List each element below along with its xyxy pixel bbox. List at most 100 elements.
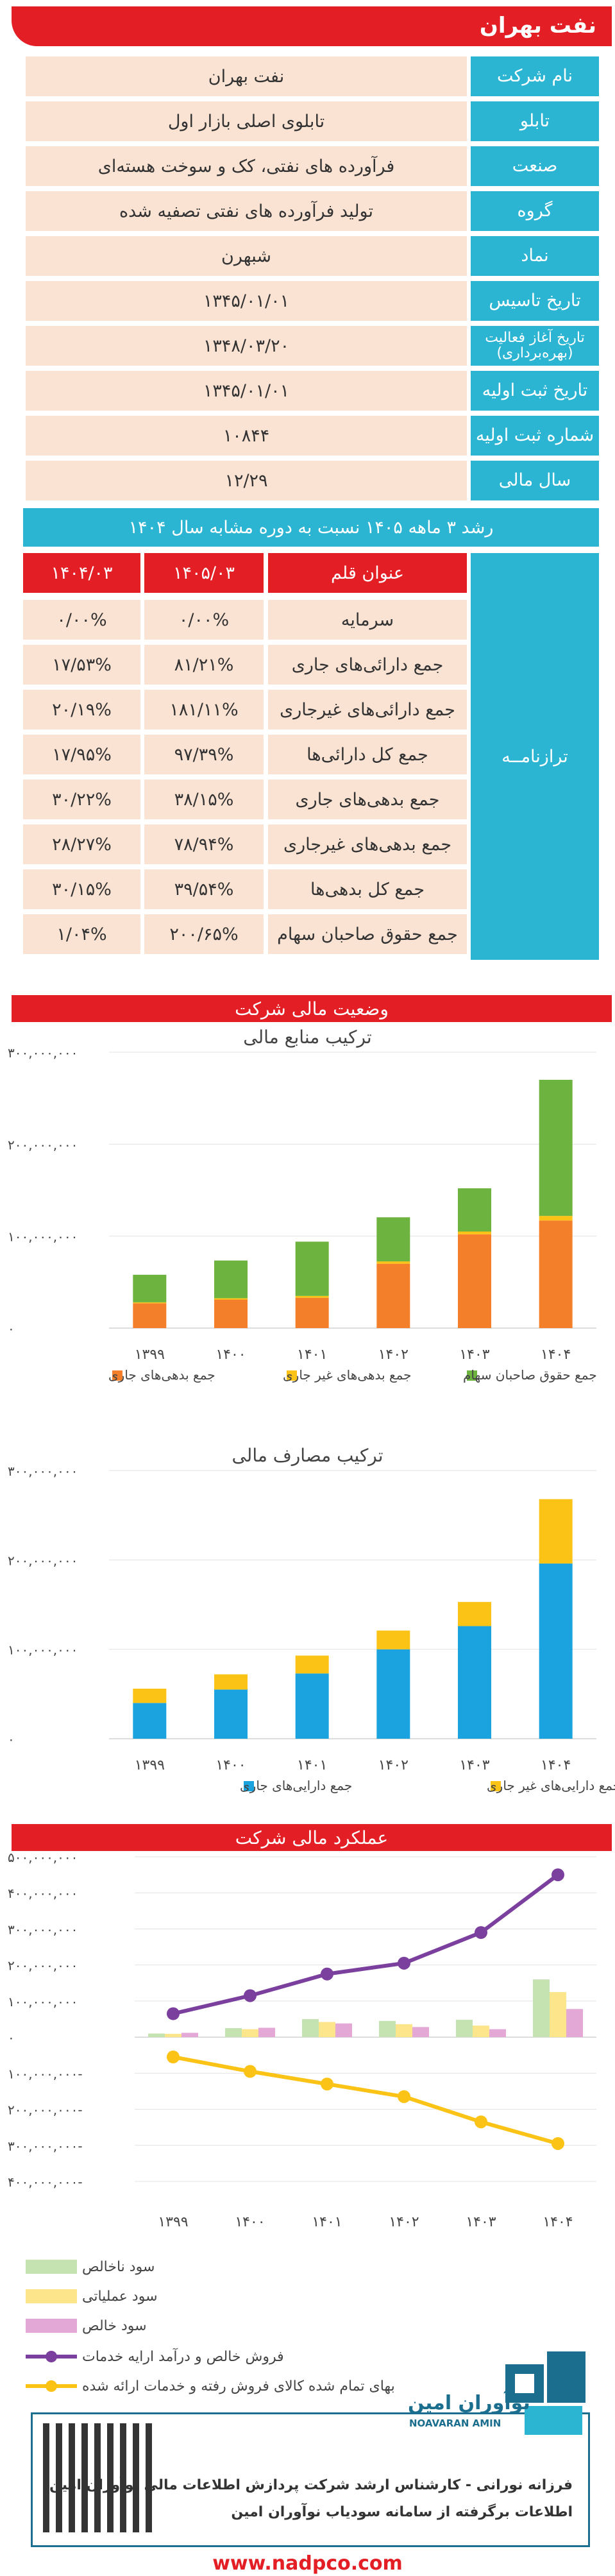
legend-swatch — [26, 2260, 77, 2274]
bar — [148, 2033, 165, 2038]
bs-row-value: ۸۱/۲۱% — [144, 645, 264, 685]
info-value: فرآورده های نفتی، کک و سوخت هسته‌ای — [26, 146, 467, 186]
info-value: تولید فرآورده های نفتی تصفیه شده — [26, 191, 467, 231]
footer-url[interactable]: www.nadpco.com — [212, 2552, 403, 2575]
series-point — [321, 2077, 333, 2091]
info-value: ۱۳۴۸/۰۳/۲۰ — [26, 326, 467, 366]
bar-segment — [458, 1188, 491, 1232]
info-label: تاریخ آغاز فعالیت (بهره‌برداری) — [471, 326, 599, 366]
legend-label: سود خالص — [82, 2318, 147, 2334]
chart-performance: ۴۰۰,۰۰۰,۰۰۰- ۳۰۰,۰۰۰,۰۰۰- ۲۰۰,۰۰۰,۰۰۰- ۱۰۰,… — [8, 1850, 596, 2394]
bar-segment — [295, 1241, 329, 1296]
info-label: تابلو — [471, 101, 599, 141]
series-point — [167, 2051, 180, 2064]
bs-row-title: جمع کل دارائی‌ها — [268, 735, 467, 774]
x-tick-label: ۱۳۹۹ — [135, 1347, 165, 1363]
bar-segment — [539, 1216, 573, 1221]
x-tick-label: ۱۴۰۴ — [543, 2214, 573, 2230]
info-label: شماره ثبت اولیه — [471, 416, 599, 456]
y-tick-label: ۰ — [8, 1732, 15, 1747]
info-row: تابلو تابلوی اصلی بازار اول — [26, 101, 599, 141]
info-value: تابلوی اصلی بازار اول — [26, 101, 467, 141]
chart2-title: ترکیب مصارف مالی — [232, 1445, 383, 1466]
info-row: تاریخ ثبت اولیه ۱۳۴۵/۰۱/۰۱ — [26, 371, 599, 411]
bar — [489, 2029, 506, 2038]
bar-segment — [133, 1688, 167, 1703]
footer-source: اطلاعات برگرفته از سامانه سودیاب نوآوران… — [231, 2504, 573, 2520]
legend-label: سود عملیاتی — [82, 2289, 158, 2305]
x-tick-label: ۱۴۰۱ — [297, 1347, 327, 1363]
bar-segment — [295, 1655, 329, 1674]
x-tick-label: ۱۴۰۲ — [378, 1347, 409, 1363]
page-title: نفت بهران — [479, 13, 596, 38]
info-row: نماد شبهرن — [26, 236, 599, 276]
bs-row-title: جمع بدهی‌های جاری — [268, 780, 467, 819]
bar-segment — [539, 1080, 573, 1216]
bar-segment — [133, 1303, 167, 1328]
chart1-title: ترکیب منابع مالی — [243, 1027, 372, 1048]
bar-segment — [376, 1217, 410, 1262]
x-tick-label: ۱۳۹۹ — [135, 1757, 165, 1773]
info-value: ۱۳۴۵/۰۱/۰۱ — [26, 281, 467, 321]
info-value: شبهرن — [26, 236, 467, 276]
bs-row-title: جمع کل بدهی‌ها — [268, 869, 467, 909]
bar — [165, 2034, 181, 2038]
y-tick-label: ۱۰۰,۰۰۰,۰۰۰ — [8, 1642, 78, 1658]
legend-swatch — [26, 2319, 77, 2333]
bar — [473, 2026, 489, 2038]
info-row: شماره ثبت اولیه ۱۰۸۴۴ — [26, 416, 599, 456]
bar — [225, 2028, 242, 2038]
y-tick-label: ۳۰۰,۰۰۰,۰۰۰ — [8, 1046, 78, 1061]
bs-row-title: سرمایه — [268, 600, 467, 640]
info-label: گروه — [471, 191, 599, 231]
bar-segment — [133, 1703, 167, 1739]
info-label: نماد — [471, 236, 599, 276]
y-tick-label: ۴۰۰,۰۰۰,۰۰۰ — [8, 1886, 78, 1901]
x-tick-label: ۱۴۰۲ — [378, 1757, 409, 1773]
y-tick-label: ۳۰۰,۰۰۰,۰۰۰ — [8, 1922, 78, 1937]
qr-code — [43, 2423, 152, 2532]
footer-box: فرزانه نورانی - کارشناس ارشد شرکت پردازش… — [31, 2412, 590, 2547]
legend-label: جمع دارایی‌های جاری — [240, 1778, 352, 1793]
legend-swatch — [244, 1781, 254, 1791]
bs-row-value: ۳۰/۲۲% — [23, 780, 140, 819]
legend-swatch — [26, 2289, 77, 2303]
info-label: سال مالی — [471, 461, 599, 500]
y-tick-label: ۰ — [8, 2030, 15, 2045]
bs-header-0: عنوان قلم — [268, 553, 467, 593]
x-tick-label: ۱۴۰۰ — [215, 1347, 246, 1363]
y-tick-label: ۲۰۰,۰۰۰,۰۰۰ — [8, 1137, 78, 1152]
bar-segment — [376, 1261, 410, 1264]
bar — [412, 2027, 429, 2038]
info-label: تاریخ تاسیس — [471, 281, 599, 321]
bar-segment — [133, 1274, 167, 1302]
x-tick-label: ۱۴۰۳ — [466, 2214, 496, 2230]
performance-bar: عملکرد مالی شرکت — [12, 1824, 612, 1851]
bs-row-value: ۲۸/۲۷% — [23, 824, 140, 864]
info-row: تاریخ آغاز فعالیت (بهره‌برداری) ۱۳۴۸/۰۳/۲… — [26, 326, 599, 366]
y-tick-label: ۰ — [8, 1321, 15, 1336]
series-line — [173, 2055, 559, 2145]
bs-row-value: ۰/۰۰% — [23, 600, 140, 640]
x-tick-label: ۱۴۰۳ — [459, 1757, 489, 1773]
legend-label: جمع بدهی‌های جاری — [108, 1367, 215, 1383]
chart-uses: ۰ ۱۰۰,۰۰۰,۰۰۰ ۲۰۰,۰۰۰,۰۰۰ ۳۰۰,۰۰۰,۰۰۰ ۱۳۹۹ ۱۴… — [8, 1463, 615, 1793]
bs-header-2: ۱۴۰۴/۰۳ — [23, 553, 140, 593]
info-row: گروه تولید فرآورده های نفتی تصفیه شده — [26, 191, 599, 231]
bar-segment — [295, 1295, 329, 1298]
x-tick-label: ۱۴۰۰ — [215, 1757, 246, 1773]
x-tick-label: ۱۳۹۹ — [158, 2214, 188, 2230]
bar-segment — [539, 1220, 573, 1328]
info-label: نام شرکت — [471, 56, 599, 96]
series-point — [167, 2007, 180, 2020]
series-point — [475, 1926, 487, 1940]
info-label: صنعت — [471, 146, 599, 186]
y-tick-label: ۱۰۰,۰۰۰,۰۰۰- — [8, 2066, 83, 2081]
series-line — [173, 1873, 559, 2016]
bs-row-value: ۷۸/۹۴% — [144, 824, 264, 864]
x-tick-label: ۱۴۰۱ — [312, 2214, 342, 2230]
brand-name-fa: نوآوران امین — [408, 2392, 530, 2414]
y-tick-label: ۲۰۰,۰۰۰,۰۰۰- — [8, 2103, 83, 2118]
bs-row-value: ۹۷/۳۹% — [144, 735, 264, 774]
info-row: تاریخ تاسیس ۱۳۴۵/۰۱/۰۱ — [26, 281, 599, 321]
